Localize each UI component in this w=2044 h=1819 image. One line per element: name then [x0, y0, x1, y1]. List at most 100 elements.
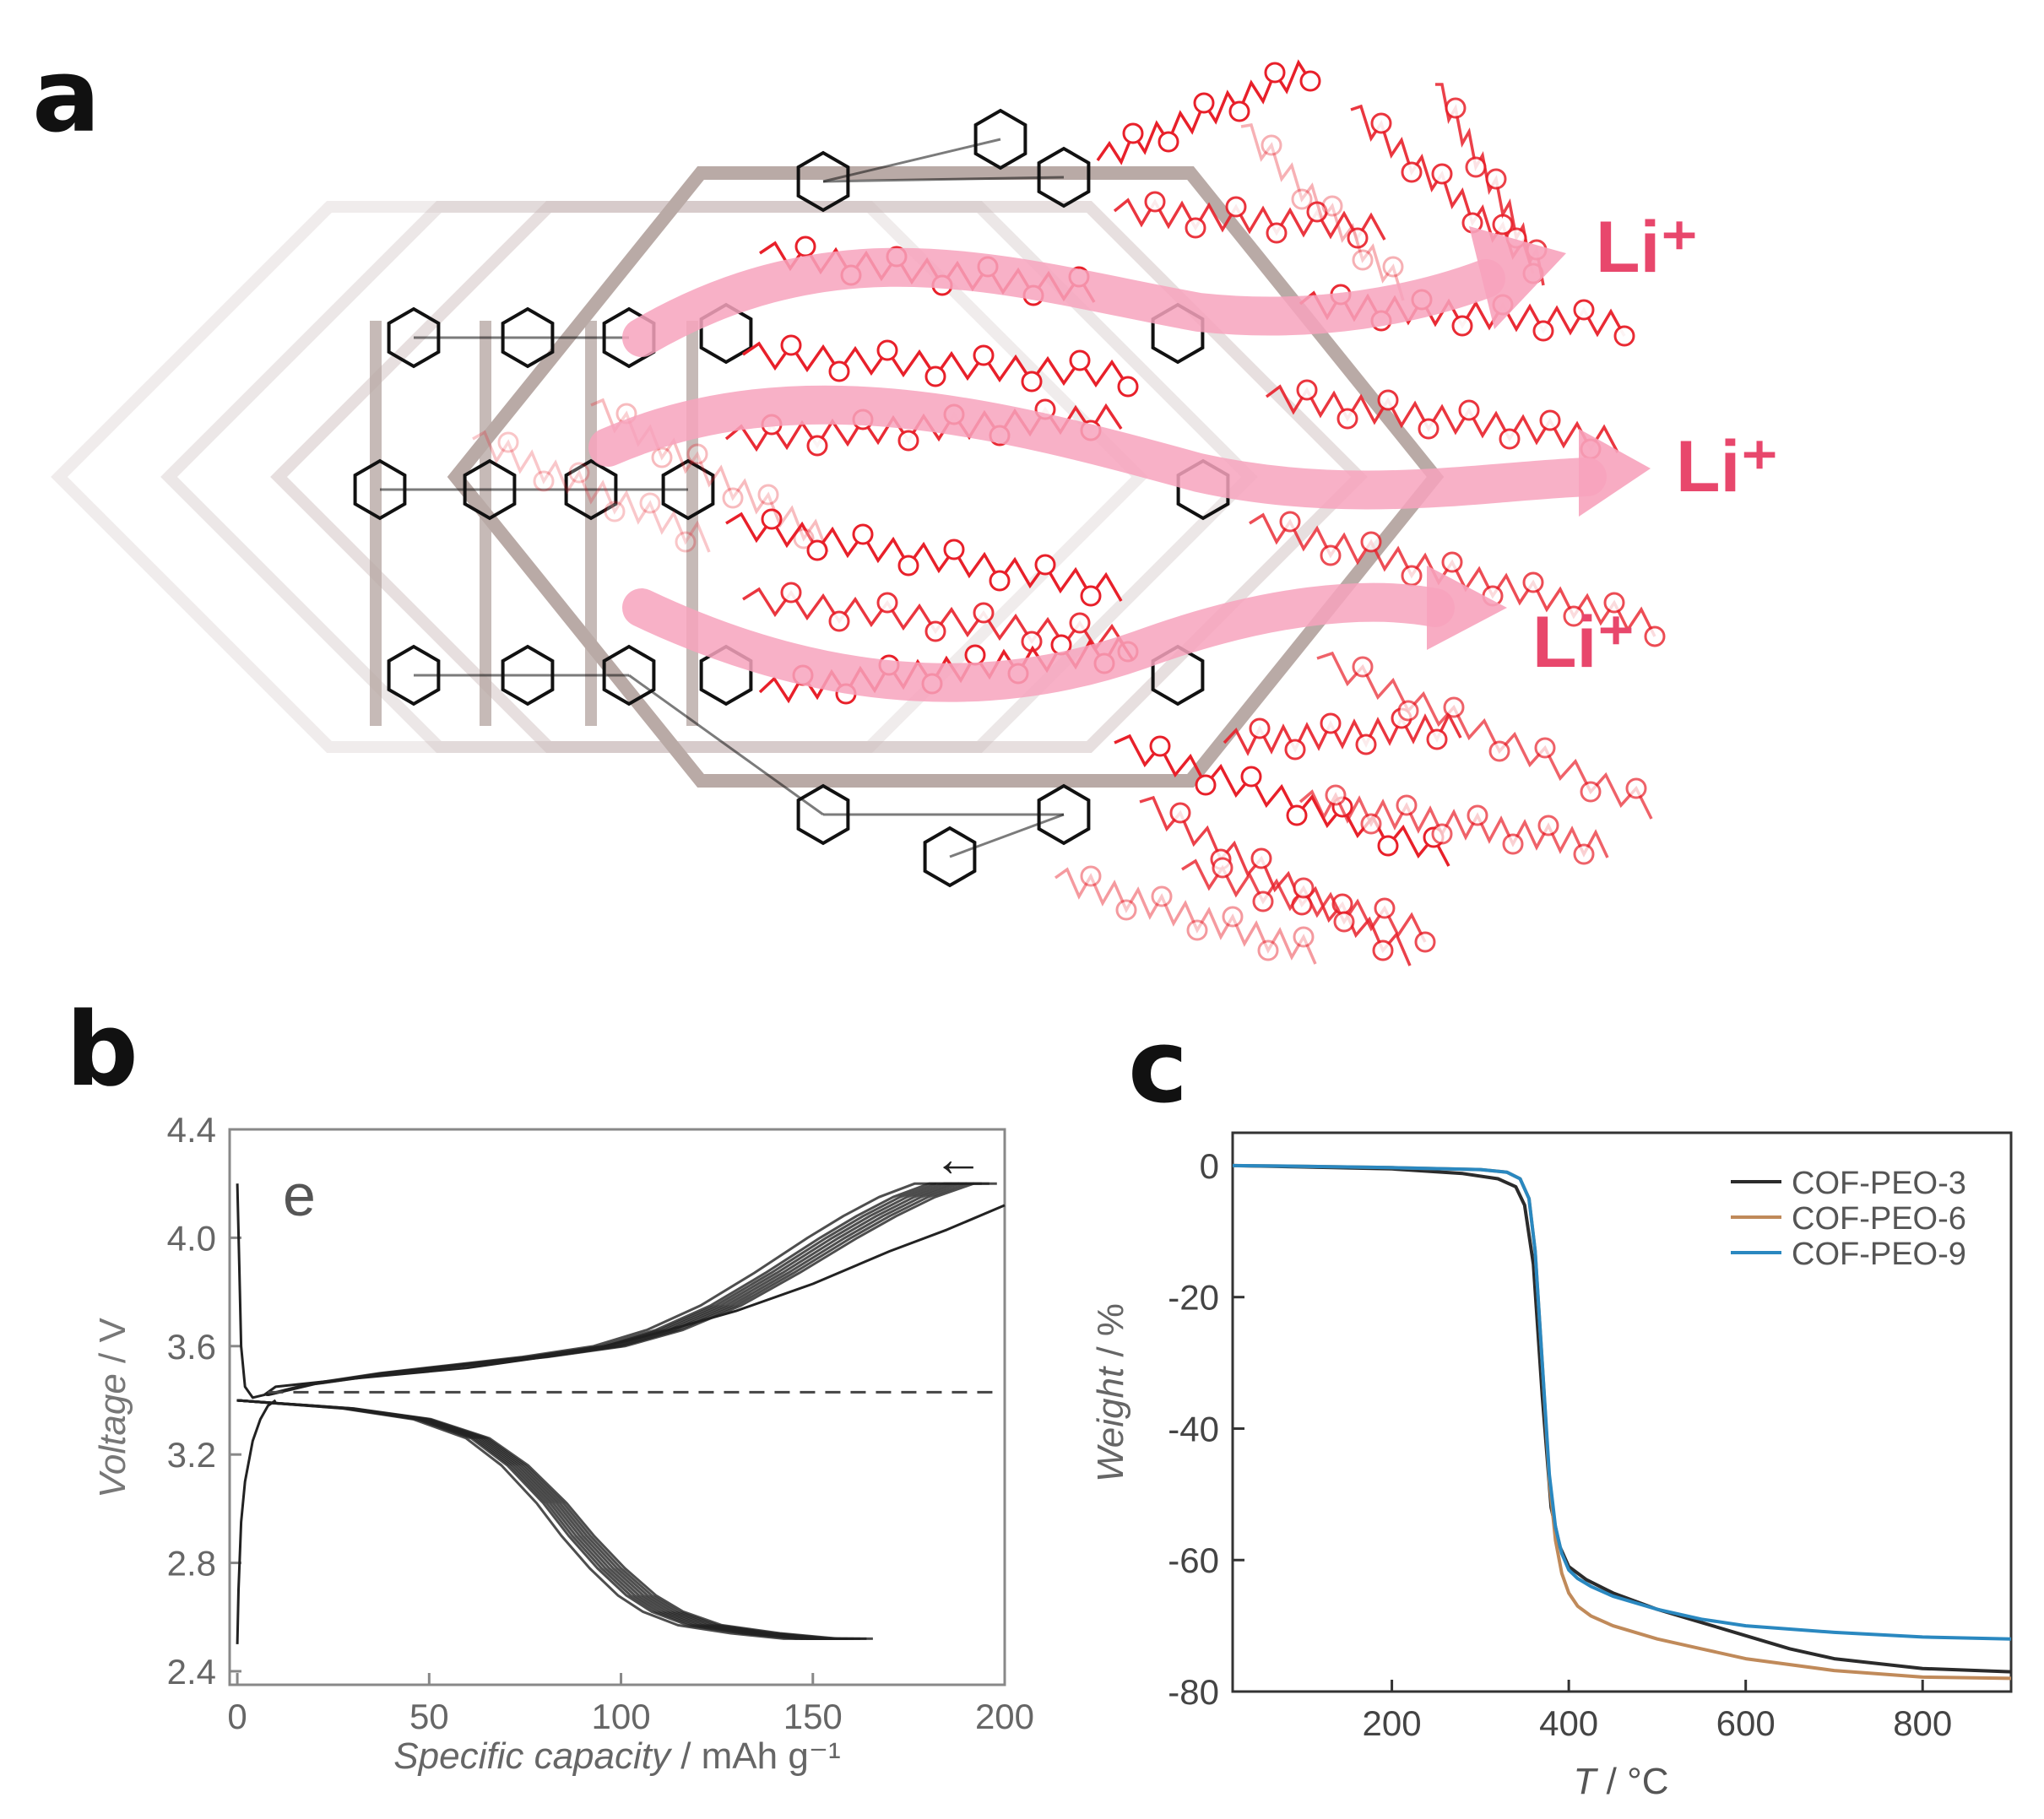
- ether-oxygen: [675, 531, 697, 553]
- li-label-2: Li⁺: [1676, 426, 1779, 507]
- x-axis-label-name: Specific capacity: [393, 1735, 673, 1777]
- ether-oxygen: [1382, 256, 1404, 278]
- ether-oxygen: [1563, 605, 1585, 627]
- peo-chains: [472, 59, 1666, 966]
- linker-bond: [949, 813, 1065, 858]
- ether-oxygen: [1186, 919, 1208, 941]
- ether-oxygen: [1418, 418, 1439, 440]
- ether-oxygen: [1352, 656, 1374, 678]
- panel-label-a: a: [32, 38, 100, 155]
- ether-oxygen: [1347, 227, 1369, 249]
- ether-oxygen: [1321, 195, 1343, 217]
- ether-oxygen: [1249, 717, 1271, 739]
- li-arrow-3-head: [1427, 566, 1507, 650]
- benzene-ring: [1037, 146, 1091, 208]
- y-axis-label-unit: / V: [92, 1318, 133, 1374]
- series-line-charge-cycles-4: [267, 1182, 974, 1397]
- series-line-charge-cycles-6: [268, 1182, 989, 1397]
- ether-oxygen: [1252, 891, 1274, 912]
- ether-oxygen: [876, 592, 898, 614]
- ether-oxygen: [1522, 571, 1544, 593]
- li-arrow-2-head: [1579, 429, 1651, 517]
- y-tick-label: 2.4: [167, 1652, 216, 1692]
- ether-oxygen: [1144, 191, 1166, 213]
- ether-oxygen: [1149, 735, 1171, 757]
- ether-oxygen: [924, 620, 946, 642]
- ether-oxygen: [1532, 320, 1554, 342]
- series-line-discharge-cycles-5: [236, 1399, 854, 1640]
- ether-oxygen: [1212, 857, 1233, 879]
- benzene-ring: [387, 306, 441, 369]
- ether-oxygen: [1441, 551, 1463, 573]
- li-arrow-3: [622, 582, 1455, 702]
- ether-oxygen: [1603, 592, 1625, 614]
- y-axis-label-name: Weight: [1090, 1366, 1131, 1482]
- ether-oxygen: [1034, 554, 1056, 576]
- ether-oxygen: [1320, 544, 1342, 566]
- benzene-ring: [1037, 783, 1091, 846]
- series-line-charge-cycles-3: [266, 1182, 967, 1397]
- ether-oxygen: [1445, 97, 1467, 119]
- ether-oxygen: [1115, 899, 1137, 921]
- series-line-cof-peo-9: [1232, 1163, 2012, 1641]
- ether-oxygen: [1222, 906, 1244, 928]
- ether-oxygen: [1117, 376, 1139, 398]
- ether-oxygen: [1225, 196, 1247, 218]
- series-line-charge-cycles-7: [268, 1182, 997, 1397]
- cycle-direction-arrow: ←: [933, 1130, 984, 1187]
- ether-oxygen: [989, 570, 1011, 592]
- series-line-first-discharge: [236, 1399, 277, 1644]
- ether-oxygen: [1264, 62, 1286, 84]
- ether-oxygen: [1352, 249, 1374, 271]
- ether-oxygen: [651, 447, 673, 468]
- series-line-discharge-cycles-8: [237, 1399, 873, 1640]
- ether-oxygen: [1374, 897, 1396, 919]
- li-arrow-1-head: [1469, 226, 1566, 329]
- ether-oxygen: [1336, 408, 1358, 430]
- ether-oxygen: [1377, 389, 1399, 411]
- ether-oxygen: [1261, 134, 1282, 156]
- ether-oxygen: [1573, 843, 1595, 865]
- peo-chain: [1139, 795, 1412, 966]
- x-axis-label-name: T: [1574, 1761, 1599, 1802]
- series-line-discharge-cycles-4: [236, 1399, 848, 1640]
- x-tick-label: 200: [975, 1697, 1034, 1736]
- ether-oxygen: [1228, 100, 1250, 122]
- ether-oxygen: [1069, 349, 1091, 371]
- benzene-ring: [973, 108, 1027, 171]
- ether-oxygen: [1291, 188, 1313, 210]
- ether-oxygen: [806, 539, 828, 561]
- ether-oxygen: [793, 528, 815, 549]
- ether-oxygen: [1286, 804, 1308, 826]
- y-tick-label: -40: [1168, 1409, 1219, 1448]
- li-label-1: Li⁺: [1596, 207, 1699, 288]
- ether-oxygen: [828, 610, 850, 632]
- y-tick-label: 3.6: [167, 1327, 216, 1367]
- ether-oxygen: [1122, 122, 1144, 144]
- ether-oxygen: [1279, 511, 1301, 533]
- series-line-cof-peo-6: [1232, 1163, 2012, 1681]
- faded-layer-hexagon: [51, 201, 1148, 753]
- ether-oxygen: [1333, 911, 1355, 933]
- ether-oxygen: [497, 431, 519, 453]
- y-tick-label: 4.4: [167, 1110, 216, 1150]
- ether-oxygen: [1185, 217, 1206, 239]
- framework-chemical-structure: [353, 108, 1230, 888]
- ether-oxygen: [1451, 315, 1473, 337]
- ether-oxygen: [1325, 784, 1347, 806]
- ether-oxygen: [533, 470, 555, 492]
- ether-oxygen: [1293, 877, 1315, 899]
- ether-oxygen: [1443, 696, 1465, 718]
- y-axis-label: Weight / %: [1090, 1303, 1131, 1482]
- panel-label-c: c: [1128, 1009, 1189, 1126]
- ether-oxygen: [1458, 399, 1480, 421]
- ether-oxygen: [924, 365, 946, 387]
- series-line-discharge-cycles-2: [236, 1399, 835, 1640]
- ether-oxygen: [1266, 222, 1288, 244]
- ether-oxygen: [1431, 823, 1453, 845]
- benzene-ring: [387, 644, 441, 706]
- ether-oxygen: [973, 602, 995, 624]
- ether-oxygen: [1488, 740, 1510, 762]
- inset-label: e: [283, 1162, 316, 1228]
- ether-oxygen: [1080, 865, 1102, 887]
